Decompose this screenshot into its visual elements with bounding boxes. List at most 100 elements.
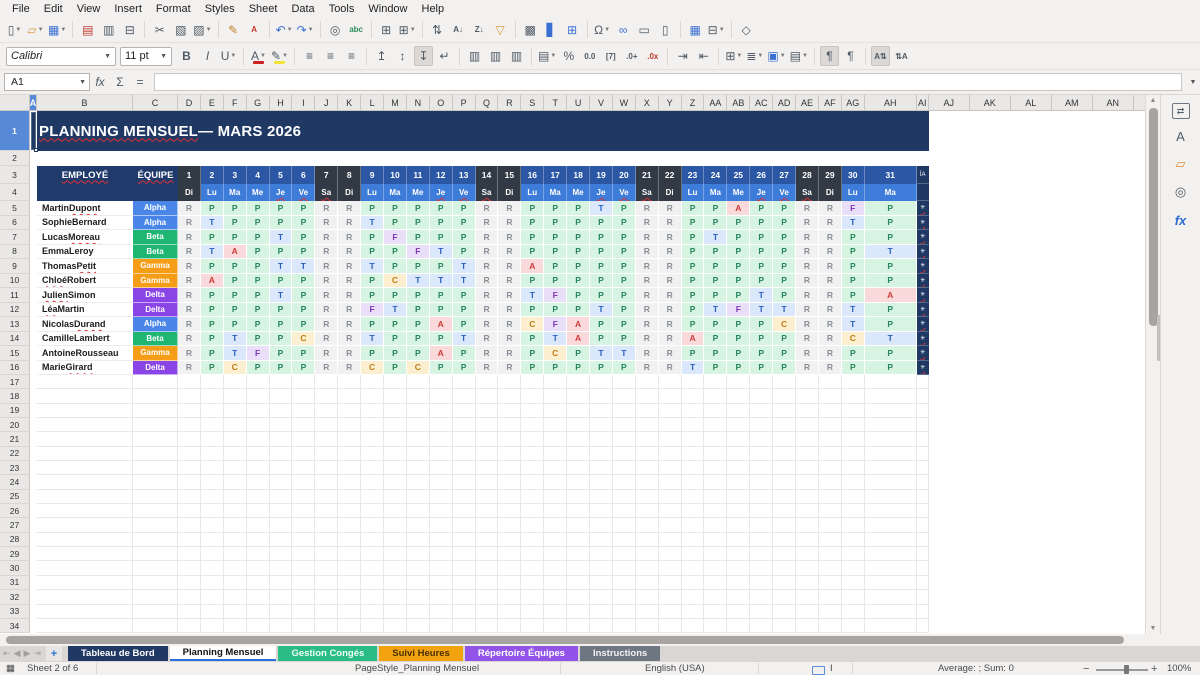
cell[interactable] bbox=[916, 504, 929, 519]
cell[interactable] bbox=[178, 604, 201, 619]
sort-descending-icon[interactable]: Z↓ bbox=[474, 25, 484, 34]
cell[interactable] bbox=[818, 418, 842, 433]
cell[interactable] bbox=[590, 375, 613, 390]
export-pdf-icon[interactable]: ▤ bbox=[82, 22, 94, 37]
shift-cell-day-30[interactable]: F bbox=[841, 201, 865, 216]
day-number-12[interactable]: 12 bbox=[429, 166, 453, 184]
shift-cell-day-13[interactable]: P bbox=[452, 244, 476, 259]
cell[interactable] bbox=[475, 389, 499, 404]
cell[interactable] bbox=[429, 532, 453, 548]
cell[interactable] bbox=[361, 375, 385, 390]
shift-cell-day-4[interactable]: F bbox=[246, 346, 270, 361]
shift-cell-day-10[interactable]: P bbox=[384, 259, 407, 274]
cell[interactable] bbox=[521, 547, 545, 562]
cell[interactable] bbox=[37, 446, 133, 462]
shift-cell-day-8[interactable]: R bbox=[338, 215, 362, 230]
shift-cell-day-25[interactable]: P bbox=[727, 215, 751, 230]
cell[interactable] bbox=[269, 504, 293, 519]
cell[interactable] bbox=[773, 561, 797, 576]
cell[interactable] bbox=[429, 561, 453, 576]
row-header-17[interactable]: 17 bbox=[0, 375, 30, 390]
shift-cell-day-26[interactable]: T bbox=[750, 288, 774, 303]
cell[interactable] bbox=[361, 475, 385, 490]
cell[interactable] bbox=[635, 575, 659, 591]
cell[interactable] bbox=[498, 547, 522, 562]
cell[interactable] bbox=[590, 590, 613, 605]
column-header-AJ[interactable]: AJ bbox=[928, 95, 970, 111]
cell[interactable] bbox=[338, 518, 362, 533]
shift-cell-day-15[interactable]: R bbox=[498, 331, 522, 346]
cell[interactable] bbox=[178, 418, 201, 433]
shift-cell-day-11[interactable]: C bbox=[406, 360, 430, 375]
cell[interactable] bbox=[704, 575, 728, 591]
modified-status-icon[interactable]: ▦ bbox=[6, 663, 15, 674]
cell[interactable] bbox=[292, 446, 316, 462]
cell[interactable] bbox=[818, 547, 842, 562]
cell[interactable] bbox=[406, 504, 430, 519]
menu-format[interactable]: Format bbox=[155, 2, 191, 15]
cell[interactable] bbox=[361, 504, 385, 519]
day-number-29[interactable]: 29 bbox=[818, 166, 842, 184]
cell[interactable] bbox=[384, 389, 407, 404]
shift-cell-day-10[interactable]: T bbox=[384, 302, 407, 317]
cell[interactable] bbox=[133, 489, 178, 505]
shift-cell-day-23[interactable]: P bbox=[681, 288, 705, 303]
open-icon[interactable]: ▱ ▼ bbox=[27, 22, 44, 37]
shift-cell-day-27[interactable]: P bbox=[773, 230, 797, 245]
column-header-S[interactable]: S bbox=[521, 95, 545, 111]
shift-cell-day-25[interactable]: F bbox=[727, 302, 751, 317]
shift-cell-day-22[interactable]: R bbox=[658, 273, 682, 288]
cell[interactable] bbox=[338, 375, 362, 390]
cell[interactable] bbox=[200, 446, 224, 462]
cell[interactable] bbox=[361, 575, 385, 591]
cell[interactable] bbox=[590, 418, 613, 433]
shift-cell-day-9[interactable]: P bbox=[361, 273, 385, 288]
day-number-13[interactable]: 13 bbox=[452, 166, 476, 184]
shift-cell-day-25[interactable]: P bbox=[727, 230, 751, 245]
cell[interactable] bbox=[315, 403, 339, 419]
cell[interactable] bbox=[30, 561, 37, 575]
shift-cell-day-20[interactable]: P bbox=[612, 317, 636, 332]
shift-cell-day-19[interactable]: P bbox=[590, 259, 613, 274]
shift-cell-day-4[interactable]: P bbox=[246, 215, 270, 230]
shift-cell-day-3[interactable]: P bbox=[223, 259, 247, 274]
cell[interactable] bbox=[727, 446, 751, 462]
cell[interactable] bbox=[796, 575, 819, 591]
shift-cell-day-11[interactable]: P bbox=[406, 259, 430, 274]
cell[interactable] bbox=[384, 375, 407, 390]
day-number-19[interactable]: 19 bbox=[590, 166, 613, 184]
day-name-17[interactable]: Ma bbox=[544, 184, 568, 201]
shift-cell-day-17[interactable]: P bbox=[544, 273, 568, 288]
empty-row[interactable] bbox=[30, 151, 1145, 166]
shift-cell-day-19[interactable]: P bbox=[590, 288, 613, 303]
insert-column-icon[interactable]: ⊞ ▼ bbox=[398, 22, 416, 37]
cell[interactable] bbox=[704, 489, 728, 505]
column-header-AK[interactable]: AK bbox=[969, 95, 1011, 111]
cell[interactable] bbox=[635, 432, 659, 447]
cell[interactable] bbox=[338, 418, 362, 433]
shift-cell-day-21[interactable]: R bbox=[635, 317, 659, 332]
cell[interactable] bbox=[567, 389, 591, 404]
shift-cell-day-28[interactable]: R bbox=[796, 302, 819, 317]
shift-cell-day-31[interactable]: P bbox=[864, 346, 917, 361]
shift-cell-day-12[interactable]: P bbox=[429, 331, 453, 346]
row-header-15[interactable]: 15 bbox=[0, 346, 30, 361]
cell[interactable] bbox=[727, 475, 751, 490]
shift-cell-day-20[interactable]: P bbox=[612, 230, 636, 245]
cell[interactable] bbox=[916, 375, 929, 390]
cell[interactable] bbox=[292, 590, 316, 605]
cell[interactable] bbox=[658, 489, 682, 505]
shift-cell-day-27[interactable]: P bbox=[773, 288, 797, 303]
cell[interactable] bbox=[704, 504, 728, 519]
cell-a10[interactable] bbox=[30, 274, 37, 289]
shift-cell-day-7[interactable]: R bbox=[315, 331, 339, 346]
shift-cell-day-14[interactable]: R bbox=[475, 230, 499, 245]
cell[interactable] bbox=[315, 618, 339, 634]
cell[interactable] bbox=[750, 504, 774, 519]
cell[interactable] bbox=[681, 432, 705, 447]
cell[interactable] bbox=[246, 504, 270, 519]
language-label[interactable]: English (USA) bbox=[645, 663, 705, 674]
cell[interactable] bbox=[133, 590, 178, 605]
cell[interactable] bbox=[315, 561, 339, 576]
cell[interactable] bbox=[704, 561, 728, 576]
